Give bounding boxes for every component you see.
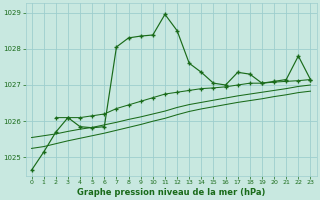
X-axis label: Graphe pression niveau de la mer (hPa): Graphe pression niveau de la mer (hPa): [77, 188, 265, 197]
